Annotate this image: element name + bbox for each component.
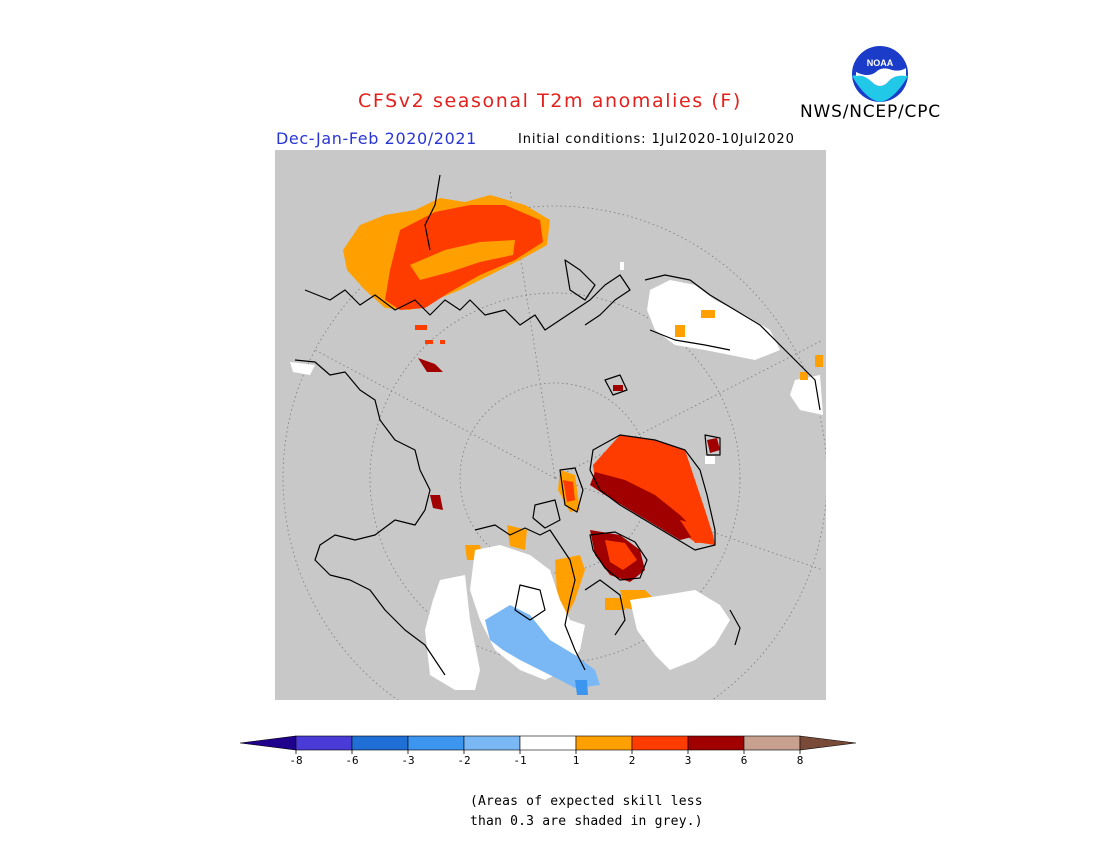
colorbar-tick-label: 8 [797, 754, 804, 767]
colorbar-swatch [743, 735, 801, 751]
colorbar-swatch [463, 735, 521, 751]
colorbar-tick-label: -2 [457, 754, 470, 767]
colorbar-swatch [631, 735, 689, 751]
coastlines [294, 174, 821, 676]
colorbar-tick-label: -8 [289, 754, 302, 767]
anomaly-map [275, 150, 826, 700]
colorbar-swatch [687, 735, 745, 751]
colorbar-swatch-max [799, 735, 857, 751]
colorbar-swatch-min [240, 735, 297, 751]
colorbar-tick-label: 3 [685, 754, 692, 767]
colorbar-swatch [407, 735, 465, 751]
colorbar-swatch [575, 735, 633, 751]
colorbar-tick-label: 2 [629, 754, 636, 767]
colorbar-tick-label: -6 [345, 754, 358, 767]
logo-text: NOAA [867, 58, 894, 68]
season-label: Dec-Jan-Feb 2020/2021 [276, 129, 477, 148]
skill-footnote: (Areas of expected skill less than 0.3 a… [470, 794, 703, 829]
colorbar-ticks: -8 -6 -3 -2 -1 1 2 3 6 8 [289, 750, 803, 767]
colorbar-tick-label: 6 [741, 754, 748, 767]
colorbar: -8 -6 -3 -2 -1 1 2 3 6 8 [240, 735, 857, 767]
colorbar-tick-label: -1 [513, 754, 526, 767]
initial-conditions-label: Initial conditions: 1Jul2020-10Jul2020 [518, 132, 795, 147]
colorbar-swatch [295, 735, 353, 751]
colorbar-swatch [519, 735, 577, 751]
colorbar-tick-label: -3 [401, 754, 414, 767]
colorbar-swatches [240, 735, 857, 751]
map-title: CFSv2 seasonal T2m anomalies (F) [358, 90, 742, 112]
colorbar-tick-label: 1 [573, 754, 580, 767]
noaa-logo: NOAA [849, 43, 911, 105]
colorbar-swatch [351, 735, 409, 751]
agency-label: NWS/NCEP/CPC [800, 102, 941, 122]
temperature-anomaly-fields [290, 195, 823, 695]
